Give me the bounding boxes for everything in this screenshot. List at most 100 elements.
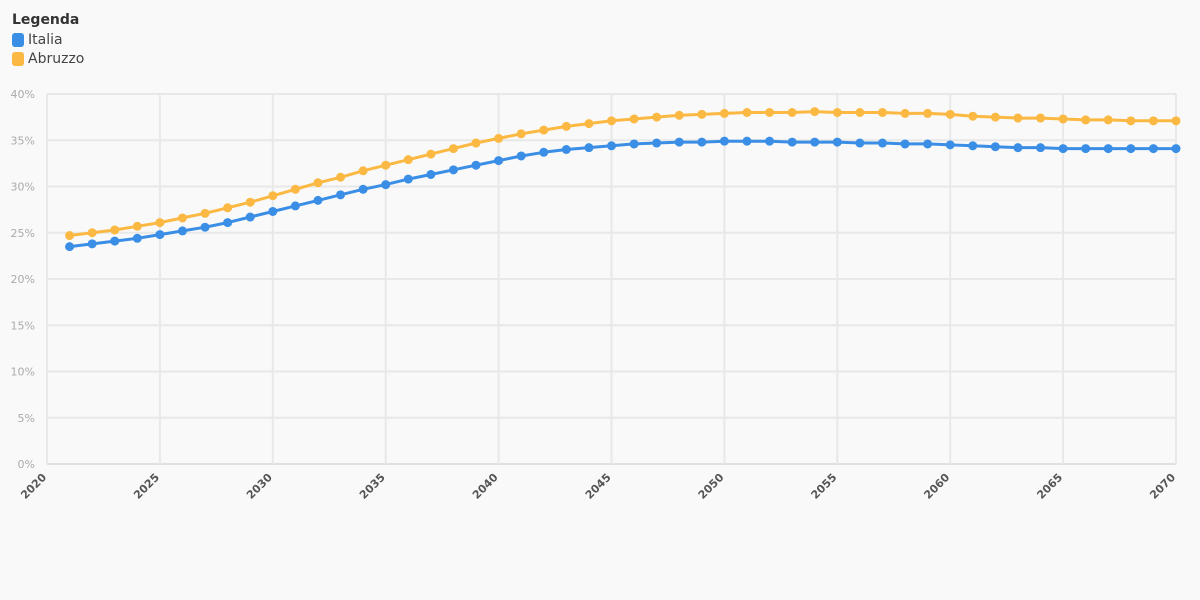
data-point[interactable] xyxy=(290,201,300,211)
data-point[interactable] xyxy=(584,143,594,153)
data-point[interactable] xyxy=(990,142,1000,152)
data-point[interactable] xyxy=(1058,144,1068,154)
data-point[interactable] xyxy=(1036,143,1046,153)
data-point[interactable] xyxy=(132,221,142,231)
data-point[interactable] xyxy=(245,212,255,222)
data-point[interactable] xyxy=(787,108,797,117)
data-point[interactable] xyxy=(494,133,504,143)
data-point[interactable] xyxy=(245,197,255,207)
data-point[interactable] xyxy=(810,107,820,117)
data-point[interactable] xyxy=(426,169,436,179)
data-point[interactable] xyxy=(877,108,887,117)
data-point[interactable] xyxy=(923,139,933,149)
data-point[interactable] xyxy=(1171,144,1181,154)
legend-item-abruzzo[interactable]: Abruzzo xyxy=(12,49,84,68)
data-point[interactable] xyxy=(1148,144,1158,154)
data-point[interactable] xyxy=(968,141,978,151)
data-point[interactable] xyxy=(1126,144,1136,154)
data-point[interactable] xyxy=(381,160,391,170)
data-point[interactable] xyxy=(561,145,571,154)
data-point[interactable] xyxy=(516,129,526,139)
data-point[interactable] xyxy=(177,226,187,236)
data-point[interactable] xyxy=(87,239,97,249)
data-point[interactable] xyxy=(223,203,233,213)
data-point[interactable] xyxy=(765,108,775,117)
data-point[interactable] xyxy=(1081,115,1091,125)
data-point[interactable] xyxy=(652,112,662,122)
data-point[interactable] xyxy=(629,139,639,149)
data-point[interactable] xyxy=(584,119,594,129)
data-point[interactable] xyxy=(516,151,526,161)
data-point[interactable] xyxy=(1081,144,1091,154)
data-point[interactable] xyxy=(200,208,210,218)
data-point[interactable] xyxy=(1013,143,1023,153)
data-point[interactable] xyxy=(832,108,842,117)
data-point[interactable] xyxy=(290,184,300,194)
data-point[interactable] xyxy=(426,149,436,159)
data-point[interactable] xyxy=(945,140,955,150)
data-point[interactable] xyxy=(358,184,368,194)
data-point[interactable] xyxy=(539,147,549,157)
data-point[interactable] xyxy=(652,138,662,148)
data-point[interactable] xyxy=(561,121,571,131)
data-point[interactable] xyxy=(990,112,1000,122)
data-point[interactable] xyxy=(539,125,549,135)
data-point[interactable] xyxy=(336,190,346,200)
data-point[interactable] xyxy=(1148,116,1158,126)
data-point[interactable] xyxy=(855,138,865,148)
data-point[interactable] xyxy=(765,136,775,146)
data-point[interactable] xyxy=(742,108,752,117)
data-point[interactable] xyxy=(448,165,458,175)
data-point[interactable] xyxy=(607,141,616,151)
data-point[interactable] xyxy=(674,110,684,120)
data-point[interactable] xyxy=(132,233,142,243)
data-point[interactable] xyxy=(629,114,639,124)
data-point[interactable] xyxy=(223,218,233,228)
data-point[interactable] xyxy=(832,137,842,147)
data-point[interactable] xyxy=(607,116,616,126)
data-point[interactable] xyxy=(471,160,481,170)
data-point[interactable] xyxy=(358,166,368,176)
data-point[interactable] xyxy=(155,218,165,228)
data-point[interactable] xyxy=(1103,115,1113,125)
data-point[interactable] xyxy=(177,213,187,223)
data-point[interactable] xyxy=(742,136,752,146)
data-point[interactable] xyxy=(855,108,865,117)
data-point[interactable] xyxy=(1126,116,1136,126)
data-point[interactable] xyxy=(719,136,729,146)
data-point[interactable] xyxy=(945,109,955,119)
data-point[interactable] xyxy=(155,230,165,240)
data-point[interactable] xyxy=(403,155,413,165)
data-point[interactable] xyxy=(200,222,210,232)
data-point[interactable] xyxy=(1036,113,1046,123)
data-point[interactable] xyxy=(65,231,75,241)
data-point[interactable] xyxy=(900,108,910,118)
data-point[interactable] xyxy=(110,225,120,235)
data-point[interactable] xyxy=(900,139,910,149)
data-point[interactable] xyxy=(87,228,97,238)
data-point[interactable] xyxy=(968,111,978,121)
data-point[interactable] xyxy=(877,138,887,148)
data-point[interactable] xyxy=(313,178,323,188)
data-point[interactable] xyxy=(1013,113,1023,123)
data-point[interactable] xyxy=(674,137,684,147)
data-point[interactable] xyxy=(923,108,933,118)
data-point[interactable] xyxy=(110,236,120,246)
data-point[interactable] xyxy=(336,172,346,182)
data-point[interactable] xyxy=(1103,144,1113,154)
data-point[interactable] xyxy=(381,180,391,190)
data-point[interactable] xyxy=(268,191,278,201)
data-point[interactable] xyxy=(697,109,707,119)
data-point[interactable] xyxy=(313,195,323,205)
data-point[interactable] xyxy=(471,138,481,148)
data-point[interactable] xyxy=(697,137,707,147)
legend-item-italia[interactable]: Italia xyxy=(12,30,84,49)
data-point[interactable] xyxy=(719,108,729,118)
data-point[interactable] xyxy=(403,174,413,184)
data-point[interactable] xyxy=(448,144,458,154)
data-point[interactable] xyxy=(65,242,75,252)
data-point[interactable] xyxy=(494,156,504,166)
data-point[interactable] xyxy=(787,137,797,147)
data-point[interactable] xyxy=(1171,116,1181,126)
data-point[interactable] xyxy=(268,206,278,216)
